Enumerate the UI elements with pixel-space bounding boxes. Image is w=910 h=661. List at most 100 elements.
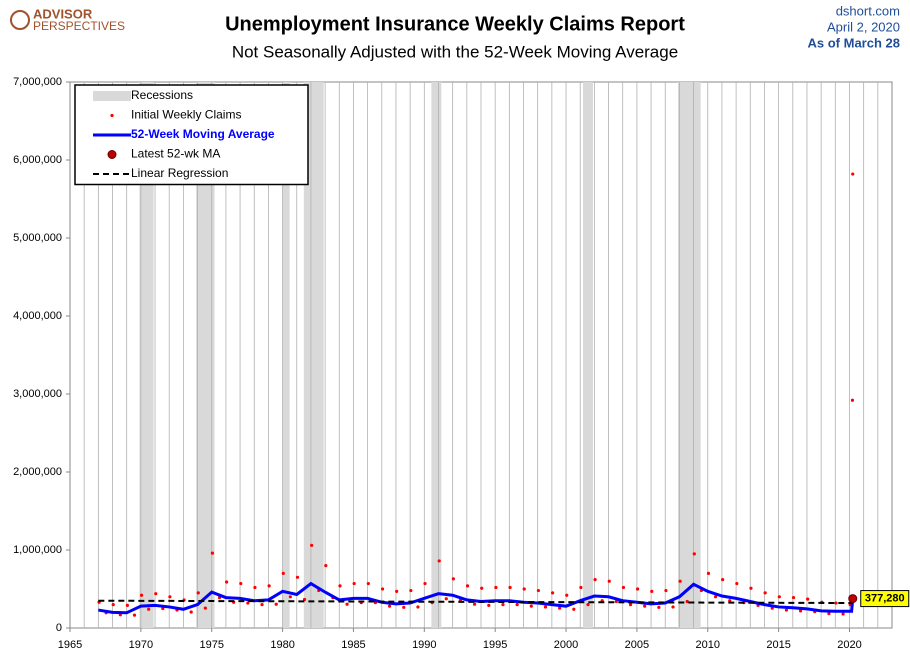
x-tick-label: 1990 [412,639,436,651]
recession-band [196,82,215,628]
claim-point [451,577,455,581]
claim-point [621,585,626,590]
claim-point [444,597,448,601]
claim-point [522,587,526,591]
y-tick-label: 1,000,000 [13,544,62,556]
recession-band [583,82,593,628]
claim-point [806,597,810,601]
claim-point [139,593,144,597]
y-tick-label: 6,000,000 [13,154,62,166]
claim-point [402,605,406,609]
claim-point [784,608,789,612]
claim-point [125,603,129,607]
claim-point [239,581,243,586]
recession-band [303,82,324,628]
x-tick-label: 1975 [199,639,223,651]
x-tick-label: 1965 [58,639,82,651]
claim-point [692,552,696,556]
claim-point [494,585,498,590]
legend-swatch [93,91,131,101]
claim-point [345,602,349,606]
claim-point [841,612,845,616]
chart-subtitle: Not Seasonally Adjusted with the 52-Week… [232,42,678,61]
value-label-box [860,590,910,608]
legend-label: Recessions [131,88,193,102]
date: April 2, 2020 [827,19,900,34]
claim-point [501,603,505,607]
claim-point [274,602,278,606]
claim-point [487,603,491,607]
source: dshort.com [836,3,900,18]
claim-point [529,604,533,608]
claim-point [593,578,597,582]
recession-band [431,82,442,628]
claim-point [643,604,647,608]
claim-point [465,584,470,588]
regression-line [98,599,854,605]
claim-point [310,543,314,547]
claim-point [728,599,732,603]
claim-point [586,603,590,607]
chart-title: Unemployment Insurance Weekly Claims Rep… [225,13,685,35]
claim-point [685,599,689,604]
x-tick-label: 2010 [696,639,720,651]
claim-point [558,606,562,610]
claim-point [678,579,682,583]
claim-point [515,603,519,607]
claim-point [395,589,399,593]
claim-point [225,580,229,584]
y-tick-label: 4,000,000 [13,310,62,322]
claim-point [798,609,803,613]
claim-point [380,587,385,591]
claim-point [111,603,115,607]
x-tick-label: 2015 [766,639,790,651]
claim-point [650,589,654,593]
claim-point [154,592,158,596]
recession-band [282,82,290,628]
claim-point [210,551,215,555]
claim-point [473,602,477,606]
claim-point [295,575,300,579]
claim-point [749,586,753,590]
claim-point [657,605,661,609]
claim-point [416,605,420,609]
y-tick-label: 3,000,000 [13,388,62,400]
claim-point [607,579,611,583]
latest-point [848,594,858,604]
claim-point [338,584,342,588]
claim-point [671,605,675,609]
claim-point [721,578,725,582]
claim-point [628,603,633,607]
legend-label: Initial Weekly Claims [131,108,241,122]
claim-point [253,585,257,590]
claim-point [664,588,668,593]
claim-point [735,581,739,586]
legend-label: Linear Regression [131,166,228,180]
claim-point [437,559,441,563]
claim-point [260,603,264,607]
x-tick-label: 1985 [341,639,365,651]
claim-point [834,601,838,605]
x-tick-label: 1995 [483,639,507,651]
legend-swatch [107,150,117,159]
recession-band [139,82,154,628]
x-tick-label: 2000 [554,639,578,651]
claim-point [132,613,137,617]
claim-point [572,607,576,611]
claim-point [851,172,855,176]
logo-top: ADVISOR [33,6,93,21]
logo-bottom: PERSPECTIVES [33,19,125,33]
recession-band [677,82,701,628]
claim-point [168,595,172,599]
legend-swatch [110,113,114,118]
claim-point [713,595,718,599]
claim-point [579,585,583,590]
claim-point [480,586,484,590]
claim-point [281,571,285,576]
claim-point [324,564,328,568]
x-tick-label: 1980 [270,639,294,651]
x-tick-label: 1970 [129,639,153,651]
claim-point [791,595,796,600]
claim-point [850,398,855,402]
